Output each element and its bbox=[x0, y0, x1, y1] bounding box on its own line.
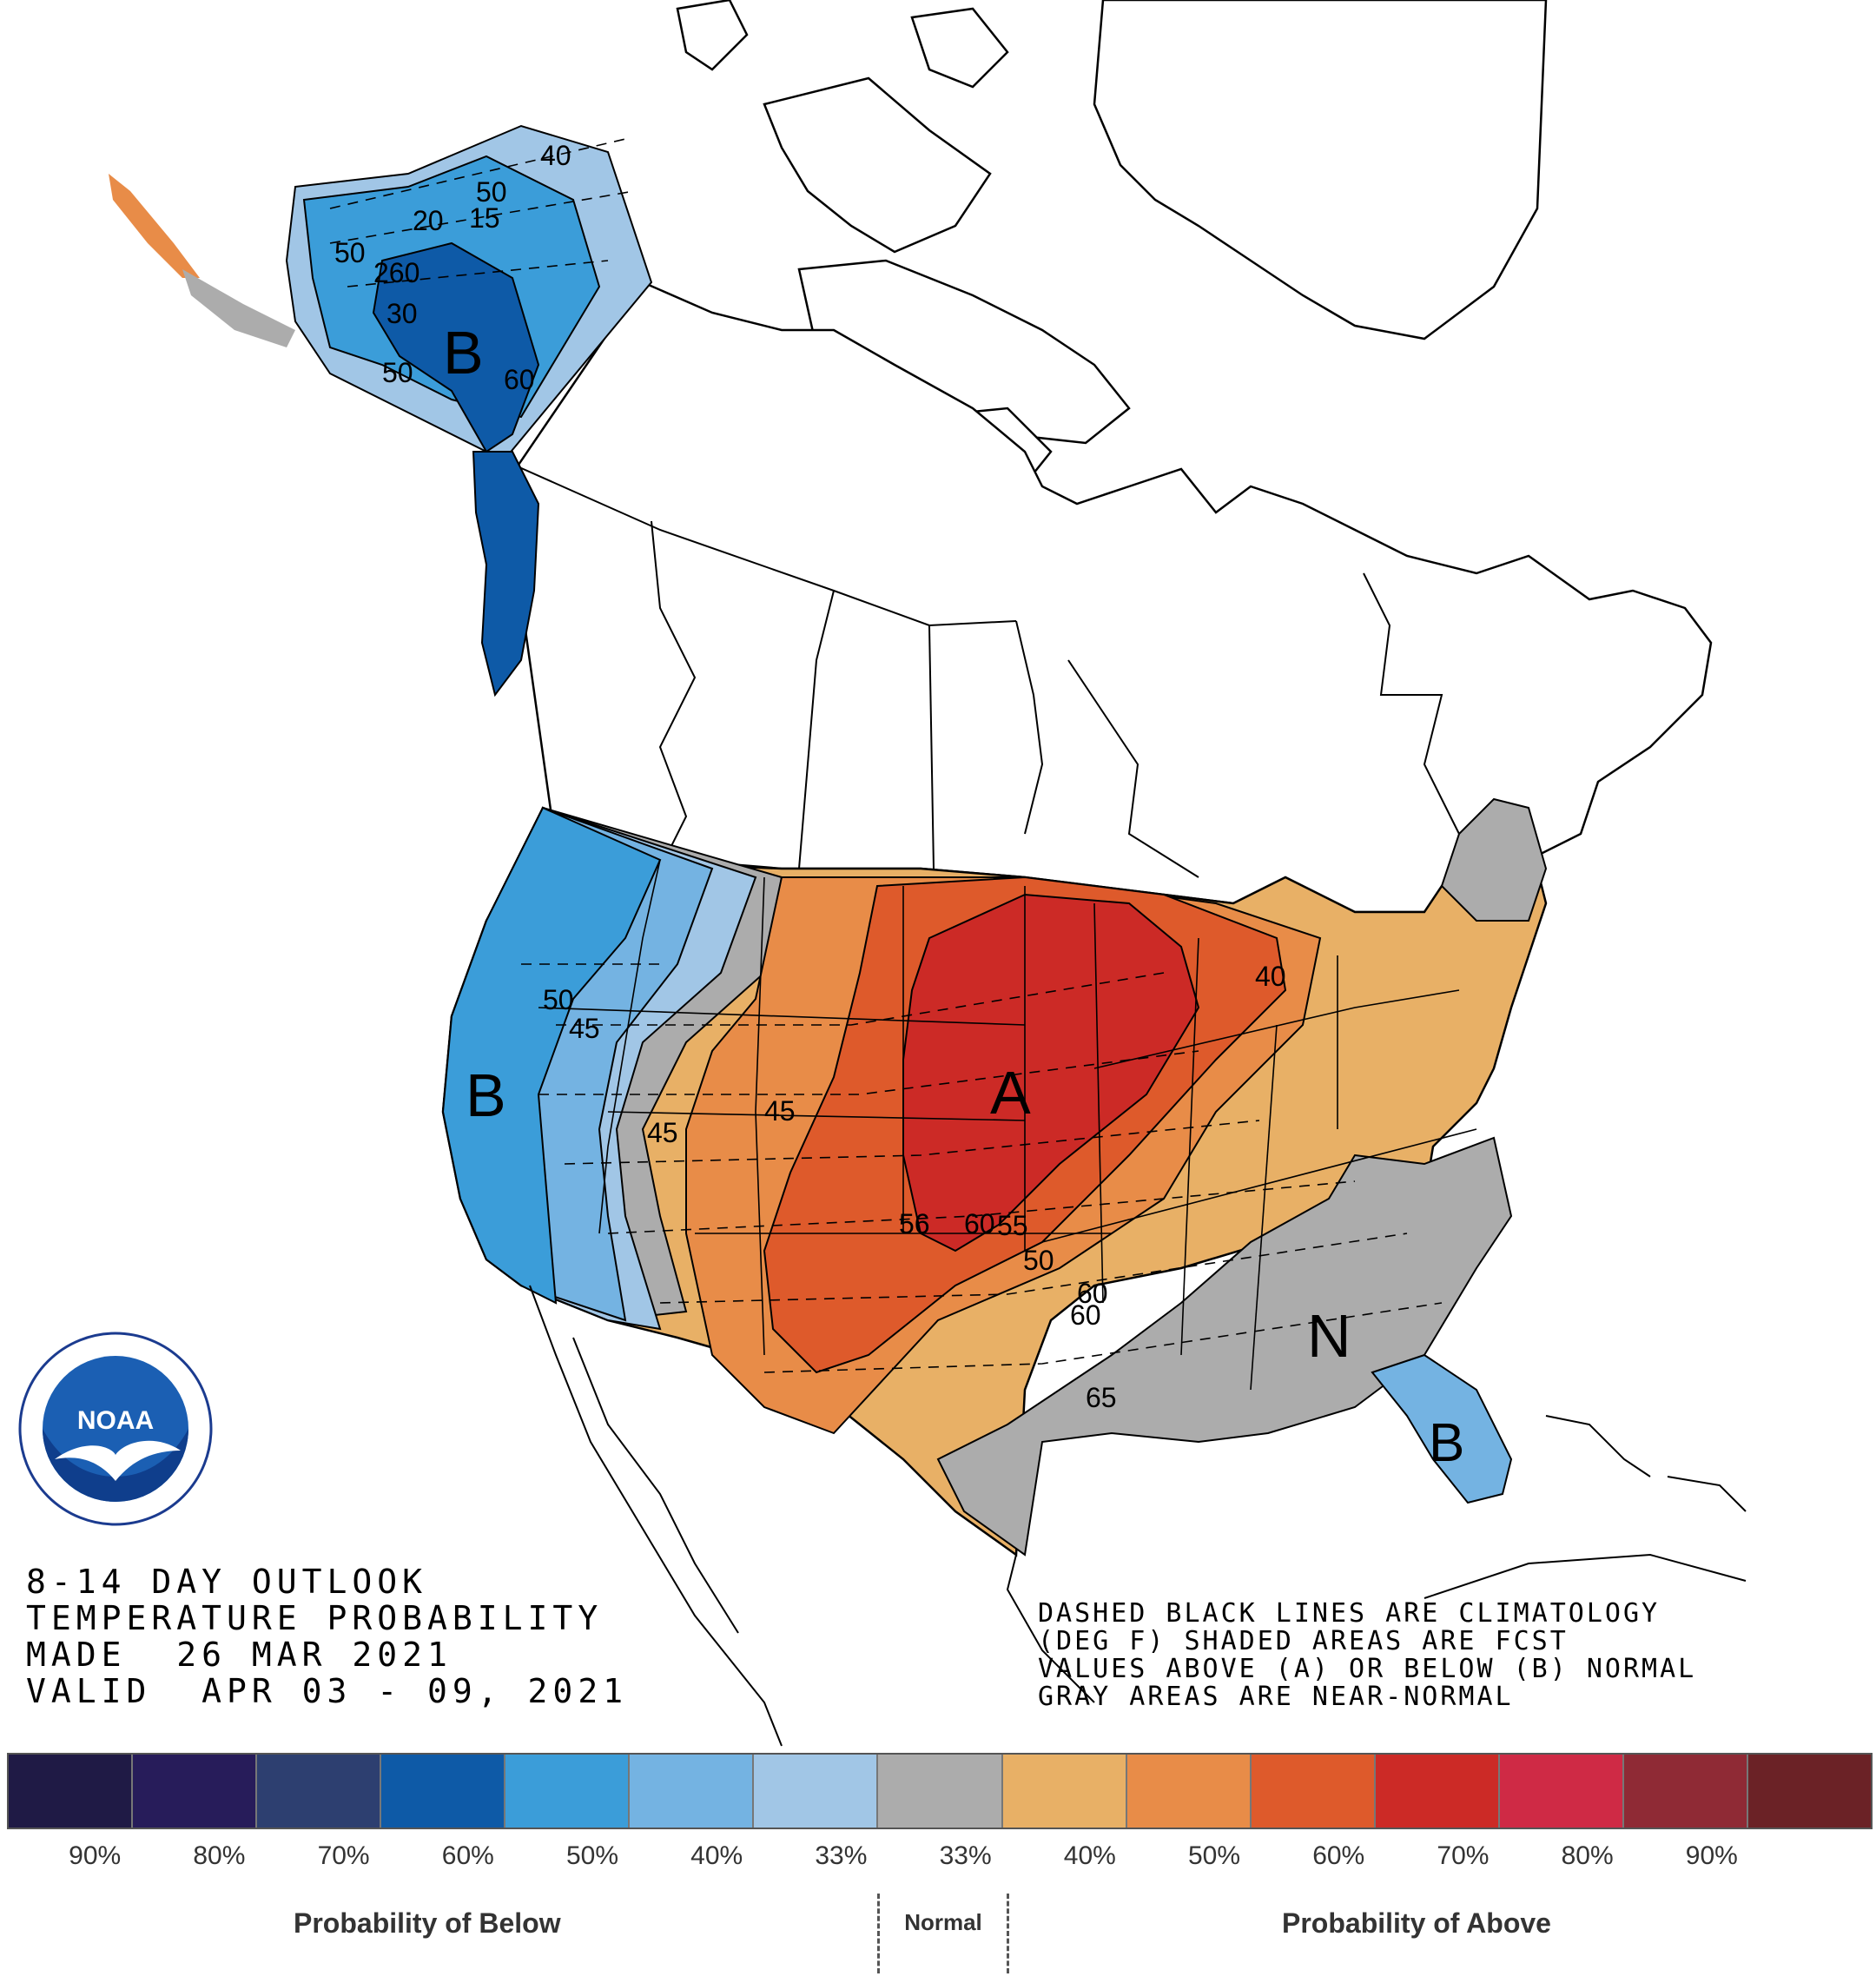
climatology-label: 260 bbox=[373, 257, 419, 288]
province-borders bbox=[503, 459, 1460, 878]
legend-label: 70% bbox=[317, 1841, 370, 1870]
alaska-region bbox=[109, 124, 653, 697]
central-above-label: A bbox=[990, 1059, 1031, 1127]
climatology-label: 15 bbox=[469, 202, 500, 234]
legend-swatch bbox=[754, 1755, 879, 1828]
legend-label: 50% bbox=[1187, 1841, 1241, 1870]
legend-label: 40% bbox=[1063, 1841, 1116, 1870]
climatology-label: 56 bbox=[899, 1208, 930, 1239]
noaa-logo: NOAA bbox=[16, 1329, 215, 1529]
climatology-label: 55 bbox=[997, 1210, 1028, 1241]
west-below-bands bbox=[441, 806, 783, 1331]
climatology-label: 30 bbox=[386, 298, 418, 329]
climatology-lines bbox=[329, 138, 1443, 1373]
climatology-label: 20 bbox=[413, 205, 444, 236]
note-line-4: GRAY AREAS ARE NEAR-NORMAL bbox=[1038, 1682, 1514, 1712]
alaska-below-label: B bbox=[443, 319, 484, 387]
climatology-label: 45 bbox=[569, 1013, 600, 1044]
legend-label: 60% bbox=[1312, 1841, 1365, 1870]
climatology-label: 40 bbox=[1255, 961, 1286, 992]
legend-label: 33% bbox=[815, 1841, 868, 1870]
arctic-outlines bbox=[676, 0, 1548, 566]
legend-swatch bbox=[1623, 1755, 1748, 1828]
climatology-label: 60 bbox=[1077, 1278, 1108, 1309]
northeast-normal bbox=[1440, 797, 1548, 922]
southeast-normal bbox=[936, 1136, 1513, 1557]
legend-label: 60% bbox=[441, 1841, 494, 1870]
legend-above-caption: Probability of Above bbox=[1282, 1907, 1551, 1939]
climatology-label: 45 bbox=[647, 1117, 678, 1148]
mexico-outline bbox=[529, 1285, 1747, 1747]
climatology-label: 65 bbox=[1086, 1382, 1117, 1413]
legend-swatch bbox=[1002, 1755, 1127, 1828]
climatology-label: 50 bbox=[334, 237, 366, 268]
legend-swatch bbox=[133, 1755, 258, 1828]
legend-label: 80% bbox=[193, 1841, 246, 1870]
climatology-label: 50 bbox=[543, 984, 574, 1015]
legend-label: 33% bbox=[939, 1841, 992, 1870]
legend-label-spacer bbox=[1748, 1841, 1873, 1876]
climatology-label: 60 bbox=[964, 1208, 995, 1239]
legend-label: 90% bbox=[69, 1841, 122, 1870]
legend-labels: 90% 80% 70% 60% 50% 40% 33% 33% 40% 50% 60% 70% 80% 9… bbox=[7, 1841, 1873, 1876]
title-line-4: VALID APR 03 - 09, 2021 bbox=[26, 1672, 629, 1710]
note-line-2: (DEG F) SHADED AREAS ARE FCST bbox=[1038, 1626, 1569, 1656]
title-line-1: 8-14 DAY OUTLOOK bbox=[26, 1563, 428, 1601]
climatology-label: 50 bbox=[1023, 1245, 1054, 1276]
legend-swatch bbox=[257, 1755, 382, 1828]
legend-label: 40% bbox=[690, 1841, 743, 1870]
note-line-3: VALUES ABOVE (A) OR BELOW (B) NORMAL bbox=[1038, 1654, 1697, 1684]
legend-label: 70% bbox=[1437, 1841, 1490, 1870]
legend-swatch bbox=[9, 1755, 134, 1828]
title-line-3: MADE 26 MAR 2021 bbox=[26, 1636, 452, 1674]
climatology-label: 60 bbox=[1070, 1299, 1101, 1331]
southeast-normal-label: N bbox=[1307, 1302, 1351, 1370]
legend-swatch bbox=[1251, 1755, 1376, 1828]
climatology-label: 40 bbox=[540, 140, 571, 171]
florida-below-label: B bbox=[1429, 1413, 1464, 1473]
state-borders bbox=[538, 859, 1477, 1391]
climatology-value-labels: 40 50 50 20 15 260 30 50 60 50 45 45 45 … bbox=[334, 140, 1286, 1413]
legend-swatch bbox=[878, 1755, 1003, 1828]
climatology-label: 50 bbox=[476, 176, 507, 208]
legend-swatch bbox=[381, 1755, 506, 1828]
legend-normal-box: Normal bbox=[877, 1894, 1009, 1973]
climatology-label: 50 bbox=[382, 357, 413, 388]
climatology-label: 60 bbox=[504, 364, 535, 395]
legend-below-caption: Probability of Below bbox=[294, 1907, 561, 1939]
legend-swatch bbox=[1747, 1755, 1871, 1828]
legend-swatch bbox=[630, 1755, 755, 1828]
florida-below bbox=[1371, 1353, 1513, 1504]
legend-swatch bbox=[505, 1755, 631, 1828]
svg-text:NOAA: NOAA bbox=[77, 1406, 154, 1435]
climatology-label: 45 bbox=[764, 1095, 796, 1127]
legend-label: 90% bbox=[1685, 1841, 1738, 1870]
west-below-label: B bbox=[466, 1061, 506, 1129]
legend-swatch bbox=[1126, 1755, 1252, 1828]
notes-block: DASHED BLACK LINES ARE CLIMATOLOGY (DEG … bbox=[1038, 1600, 1696, 1711]
legend-label: 80% bbox=[1561, 1841, 1614, 1870]
legend-label: 50% bbox=[565, 1841, 619, 1870]
title-block: 8-14 DAY OUTLOOK TEMPERATURE PROBABILITY… bbox=[26, 1563, 628, 1709]
legend-normal-caption: Normal bbox=[904, 1909, 982, 1935]
title-line-2: TEMPERATURE PROBABILITY bbox=[26, 1599, 604, 1637]
legend-color-bar bbox=[7, 1753, 1873, 1829]
legend-swatch bbox=[1375, 1755, 1500, 1828]
legend-swatch bbox=[1499, 1755, 1624, 1828]
note-line-1: DASHED BLACK LINES ARE CLIMATOLOGY bbox=[1038, 1598, 1661, 1629]
